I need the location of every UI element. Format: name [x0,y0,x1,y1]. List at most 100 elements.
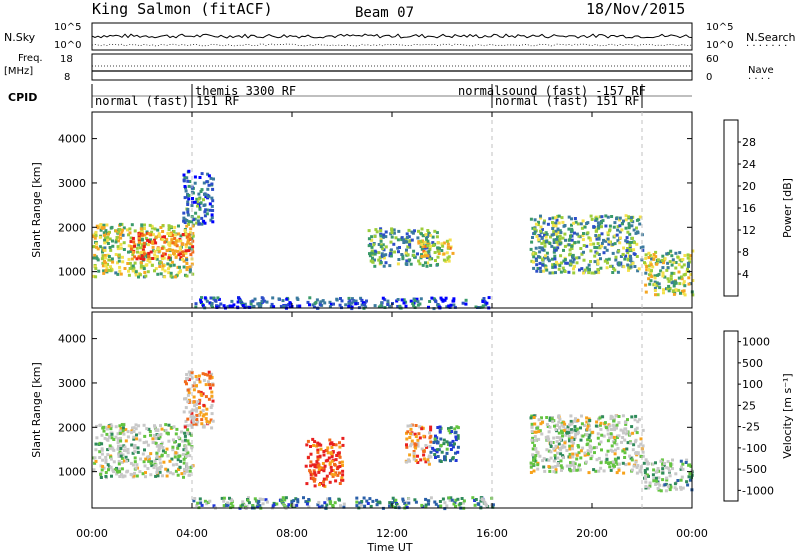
power-cell-r0 [185,224,189,228]
velocity-cell-r6 [591,430,595,434]
velocity-cell-r3 [336,473,340,477]
power-cell-r1 [167,248,171,252]
power-cell-r4 [373,234,377,238]
power-cell-r2 [205,193,209,197]
power-cell-r0 [172,229,176,233]
velocity-cell-r6 [571,452,575,456]
power-cell-r0 [163,275,167,279]
power-cell-r4 [413,229,416,233]
power-cell-r0 [136,250,139,254]
velocity-cell-r6 [639,465,643,469]
power-cell-r6 [627,226,631,230]
power-cell-r4 [369,251,373,255]
power-cell-r6 [599,257,602,261]
velocity-cell-r1 [200,422,204,426]
power-cell-r2 [199,201,203,205]
power-cell-r3 [364,305,368,309]
velocity-cell-r6 [568,423,572,427]
power-cell-r7 [654,250,658,254]
power-cell-r6 [551,221,554,224]
power-cell-r0 [188,231,192,235]
power-cell-r7 [691,249,695,253]
velocity-cell-r6 [536,463,540,467]
power-cell-r6 [558,264,562,268]
velocity-cell-r6 [631,431,635,435]
velocity-cell-r1 [190,412,194,416]
power-cell-r0 [120,230,124,234]
velocity-cell-r1 [182,410,186,414]
power-cell-r3 [404,304,408,308]
velocity-cell-r0 [134,423,138,427]
velocity-cell-r1 [190,370,194,374]
power-cell-r0 [101,264,105,268]
power-cell-r7 [651,255,654,259]
power-cell-r0 [172,251,175,255]
power-cell-r2 [182,216,186,220]
velocity-cell-r4 [422,453,426,457]
power-cell-r3 [213,298,217,302]
power-cell-r7 [653,274,657,278]
power-cell-r6 [626,251,630,255]
power-cell-r2 [191,197,194,200]
power-cell-r3 [259,302,263,306]
velocity-cell-r4 [418,436,422,440]
power-cell-r2 [206,195,210,199]
velocity-cell-r6 [633,440,637,444]
power-cell-r6 [575,261,579,265]
power-cell-r7 [660,258,664,262]
velocity-cell-r0 [118,431,122,435]
power-cell-r2 [197,192,201,196]
power-cell-r4 [384,235,388,239]
power-cell-r0 [128,267,132,270]
power-cell-r0 [173,275,177,279]
velocity-cell-r2 [226,501,230,505]
velocity-cell-r0 [154,436,158,440]
power-cell-r4 [396,246,400,250]
power-cell-r2 [182,178,186,182]
velocity-cell-r6 [628,454,632,458]
power-cell-r2 [196,219,200,223]
power-cell-r6 [609,264,612,268]
power-cell-r0 [129,250,133,253]
power-cell-r2 [199,190,203,193]
velocity-cell-r0 [94,448,98,452]
velocity-cell-r2 [376,500,380,504]
power-cell-r6 [570,217,573,221]
velocity-cell-r4 [414,446,418,450]
power-cell-r0 [119,246,123,250]
velocity-cell-r2 [403,502,407,505]
velocity-cell-r0 [100,468,104,472]
power-cell-r7 [644,271,648,275]
power-cell-r6 [613,268,617,272]
power-cell-r2 [182,173,186,177]
velocity-cell-r6 [590,454,594,458]
velocity-cell-r6 [577,468,581,472]
power-cell-r1 [163,240,167,244]
power-cell-r2 [196,204,199,208]
velocity-cell-r0 [109,427,113,431]
power-cell-r0 [103,238,107,242]
power-cell-r6 [639,246,643,250]
velocity-cell-r4 [425,445,429,449]
power-cell-r6 [582,250,585,254]
velocity-cell-r0 [98,450,102,454]
velocity-cell-r0 [171,463,175,467]
velocity-cell-r0 [174,469,178,473]
velocity-cell-r2 [420,503,424,507]
velocity-cell-r6 [579,426,582,430]
power-scatter-cells [92,169,695,311]
power-cell-r3 [430,296,434,300]
power-cell-r2 [195,221,199,225]
velocity-cell-r6 [570,444,574,448]
velocity-cell-r6 [589,439,592,443]
velocity-cell-r0 [141,472,145,476]
velocity-cell-r0 [184,447,188,451]
velocity-cell-r7 [673,482,677,486]
velocity-colorbar-tick-label: -25 [742,421,760,434]
velocity-cell-r6 [609,414,613,418]
velocity-cell-r6 [614,448,617,452]
power-cell-r4 [379,239,383,243]
power-cell-r4 [377,258,381,262]
velocity-cell-r7 [665,476,669,480]
power-cell-r3 [272,305,276,309]
